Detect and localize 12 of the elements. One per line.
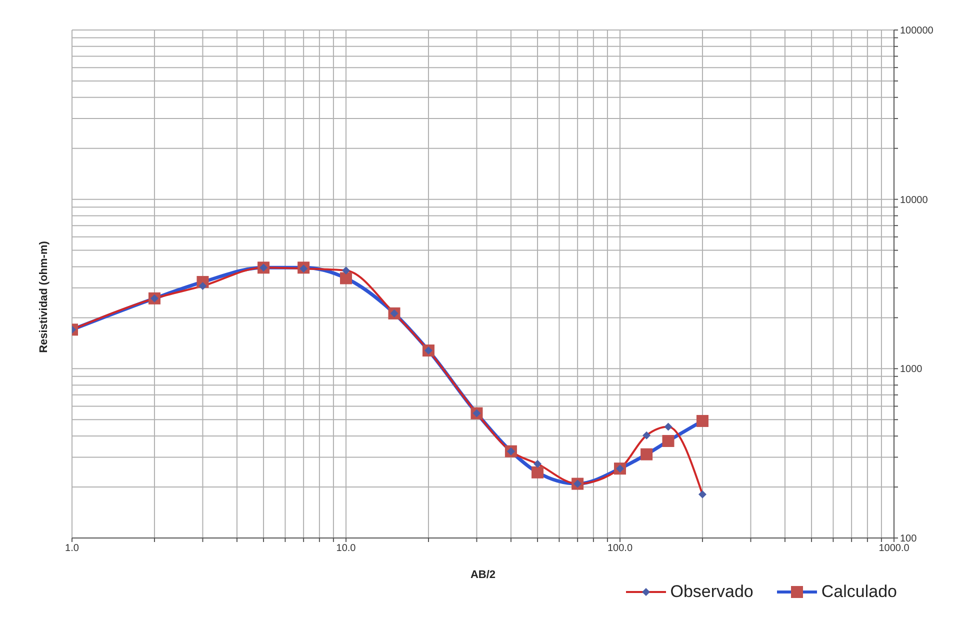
y-tick-label: 100 (900, 534, 918, 545)
x-tick-label: 1.0 (65, 543, 80, 554)
x-tick-label: 100.0 (607, 543, 633, 554)
legend-label: Calculado (821, 582, 897, 602)
y-tick-label: 1000 (900, 364, 923, 376)
x-tick-label: 1000.0 (878, 543, 910, 554)
y-tick-label: 10000 (900, 194, 928, 206)
x-tick-label: 10.0 (336, 543, 356, 554)
legend-label: Observado (670, 582, 754, 602)
x-axis-title: AB/2 (470, 569, 496, 581)
y-axis-title: Resistividad (ohm-m) (38, 241, 50, 353)
y-tick-label: 100000 (900, 26, 934, 37)
